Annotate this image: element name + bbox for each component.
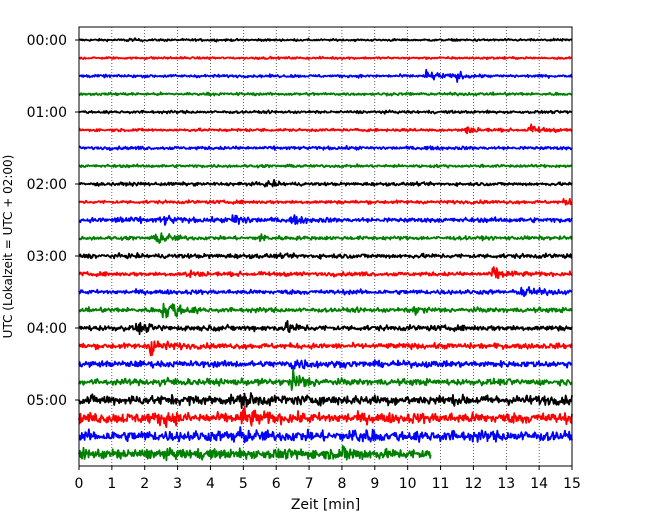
plot-frame xyxy=(78,26,573,467)
y-axis-label: UTC (Lokalzeit = UTC + 02:00) xyxy=(1,155,15,339)
trace-0530 xyxy=(78,426,573,444)
y-tick-label-1: 01:00 xyxy=(27,105,67,121)
x-tick-label-14: 14 xyxy=(530,476,548,492)
trace-0300 xyxy=(78,252,573,260)
x-tick-label-9: 9 xyxy=(370,476,379,492)
x-tick-label-8: 8 xyxy=(337,476,346,492)
trace-0230 xyxy=(78,214,573,226)
x-tick-label-5: 5 xyxy=(239,476,248,492)
trace-0200 xyxy=(78,178,573,188)
trace-0245 xyxy=(78,232,573,244)
trace-0145 xyxy=(78,163,573,169)
y-tick-label-2: 02:00 xyxy=(27,177,67,193)
trace-0100 xyxy=(78,109,573,115)
x-tick-label-7: 7 xyxy=(305,476,314,492)
x-tick-label-3: 3 xyxy=(173,476,182,492)
y-axis-ticks: 00:00 01:00 02:00 03:00 04:00 05:00 xyxy=(27,33,79,409)
trace-0415 xyxy=(78,340,573,357)
trace-0430 xyxy=(78,359,573,370)
x-tick-label-0: 0 xyxy=(75,476,84,492)
x-axis-ticks: 0 1 2 3 4 5 6 7 8 9 10 11 12 13 14 15 xyxy=(75,466,581,492)
trace-group xyxy=(78,37,573,462)
x-axis-label: Zeit [min] xyxy=(291,497,360,513)
trace-0130 xyxy=(78,144,573,152)
x-tick-label-13: 13 xyxy=(497,476,515,492)
x-tick-label-12: 12 xyxy=(464,476,482,492)
trace-0045 xyxy=(78,91,573,97)
trace-0445 xyxy=(78,368,573,391)
trace-0030 xyxy=(78,68,573,83)
x-tick-label-1: 1 xyxy=(107,476,116,492)
trace-0345 xyxy=(78,302,573,319)
trace-0115 xyxy=(78,123,573,135)
trace-0000 xyxy=(78,37,573,43)
y-tick-label-3: 03:00 xyxy=(27,249,67,265)
x-tick-label-4: 4 xyxy=(206,476,215,492)
trace-0015 xyxy=(78,55,573,61)
trace-0330 xyxy=(78,286,573,298)
x-tick-label-2: 2 xyxy=(140,476,149,492)
trace-0315 xyxy=(78,266,573,280)
trace-0545 xyxy=(78,444,432,462)
trace-0500 xyxy=(78,392,573,410)
trace-0215 xyxy=(78,197,573,206)
x-tick-label-6: 6 xyxy=(272,476,281,492)
trace-0515 xyxy=(78,405,573,429)
y-tick-label-4: 04:00 xyxy=(27,321,67,337)
y-tick-label-0: 00:00 xyxy=(27,33,67,49)
x-tick-label-11: 11 xyxy=(432,476,450,492)
x-tick-label-15: 15 xyxy=(563,476,581,492)
y-tick-label-5: 05:00 xyxy=(27,393,67,409)
x-tick-label-10: 10 xyxy=(399,476,417,492)
trace-0400 xyxy=(78,319,573,336)
